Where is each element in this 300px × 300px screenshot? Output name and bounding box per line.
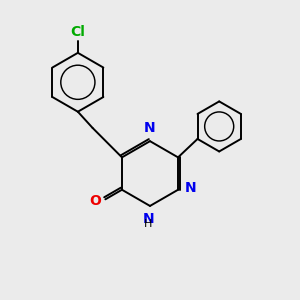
Text: N: N — [184, 181, 196, 195]
Text: Cl: Cl — [70, 25, 85, 39]
Text: N: N — [144, 121, 156, 135]
Text: O: O — [89, 194, 101, 208]
Text: N: N — [143, 212, 154, 226]
Text: H: H — [144, 219, 153, 229]
